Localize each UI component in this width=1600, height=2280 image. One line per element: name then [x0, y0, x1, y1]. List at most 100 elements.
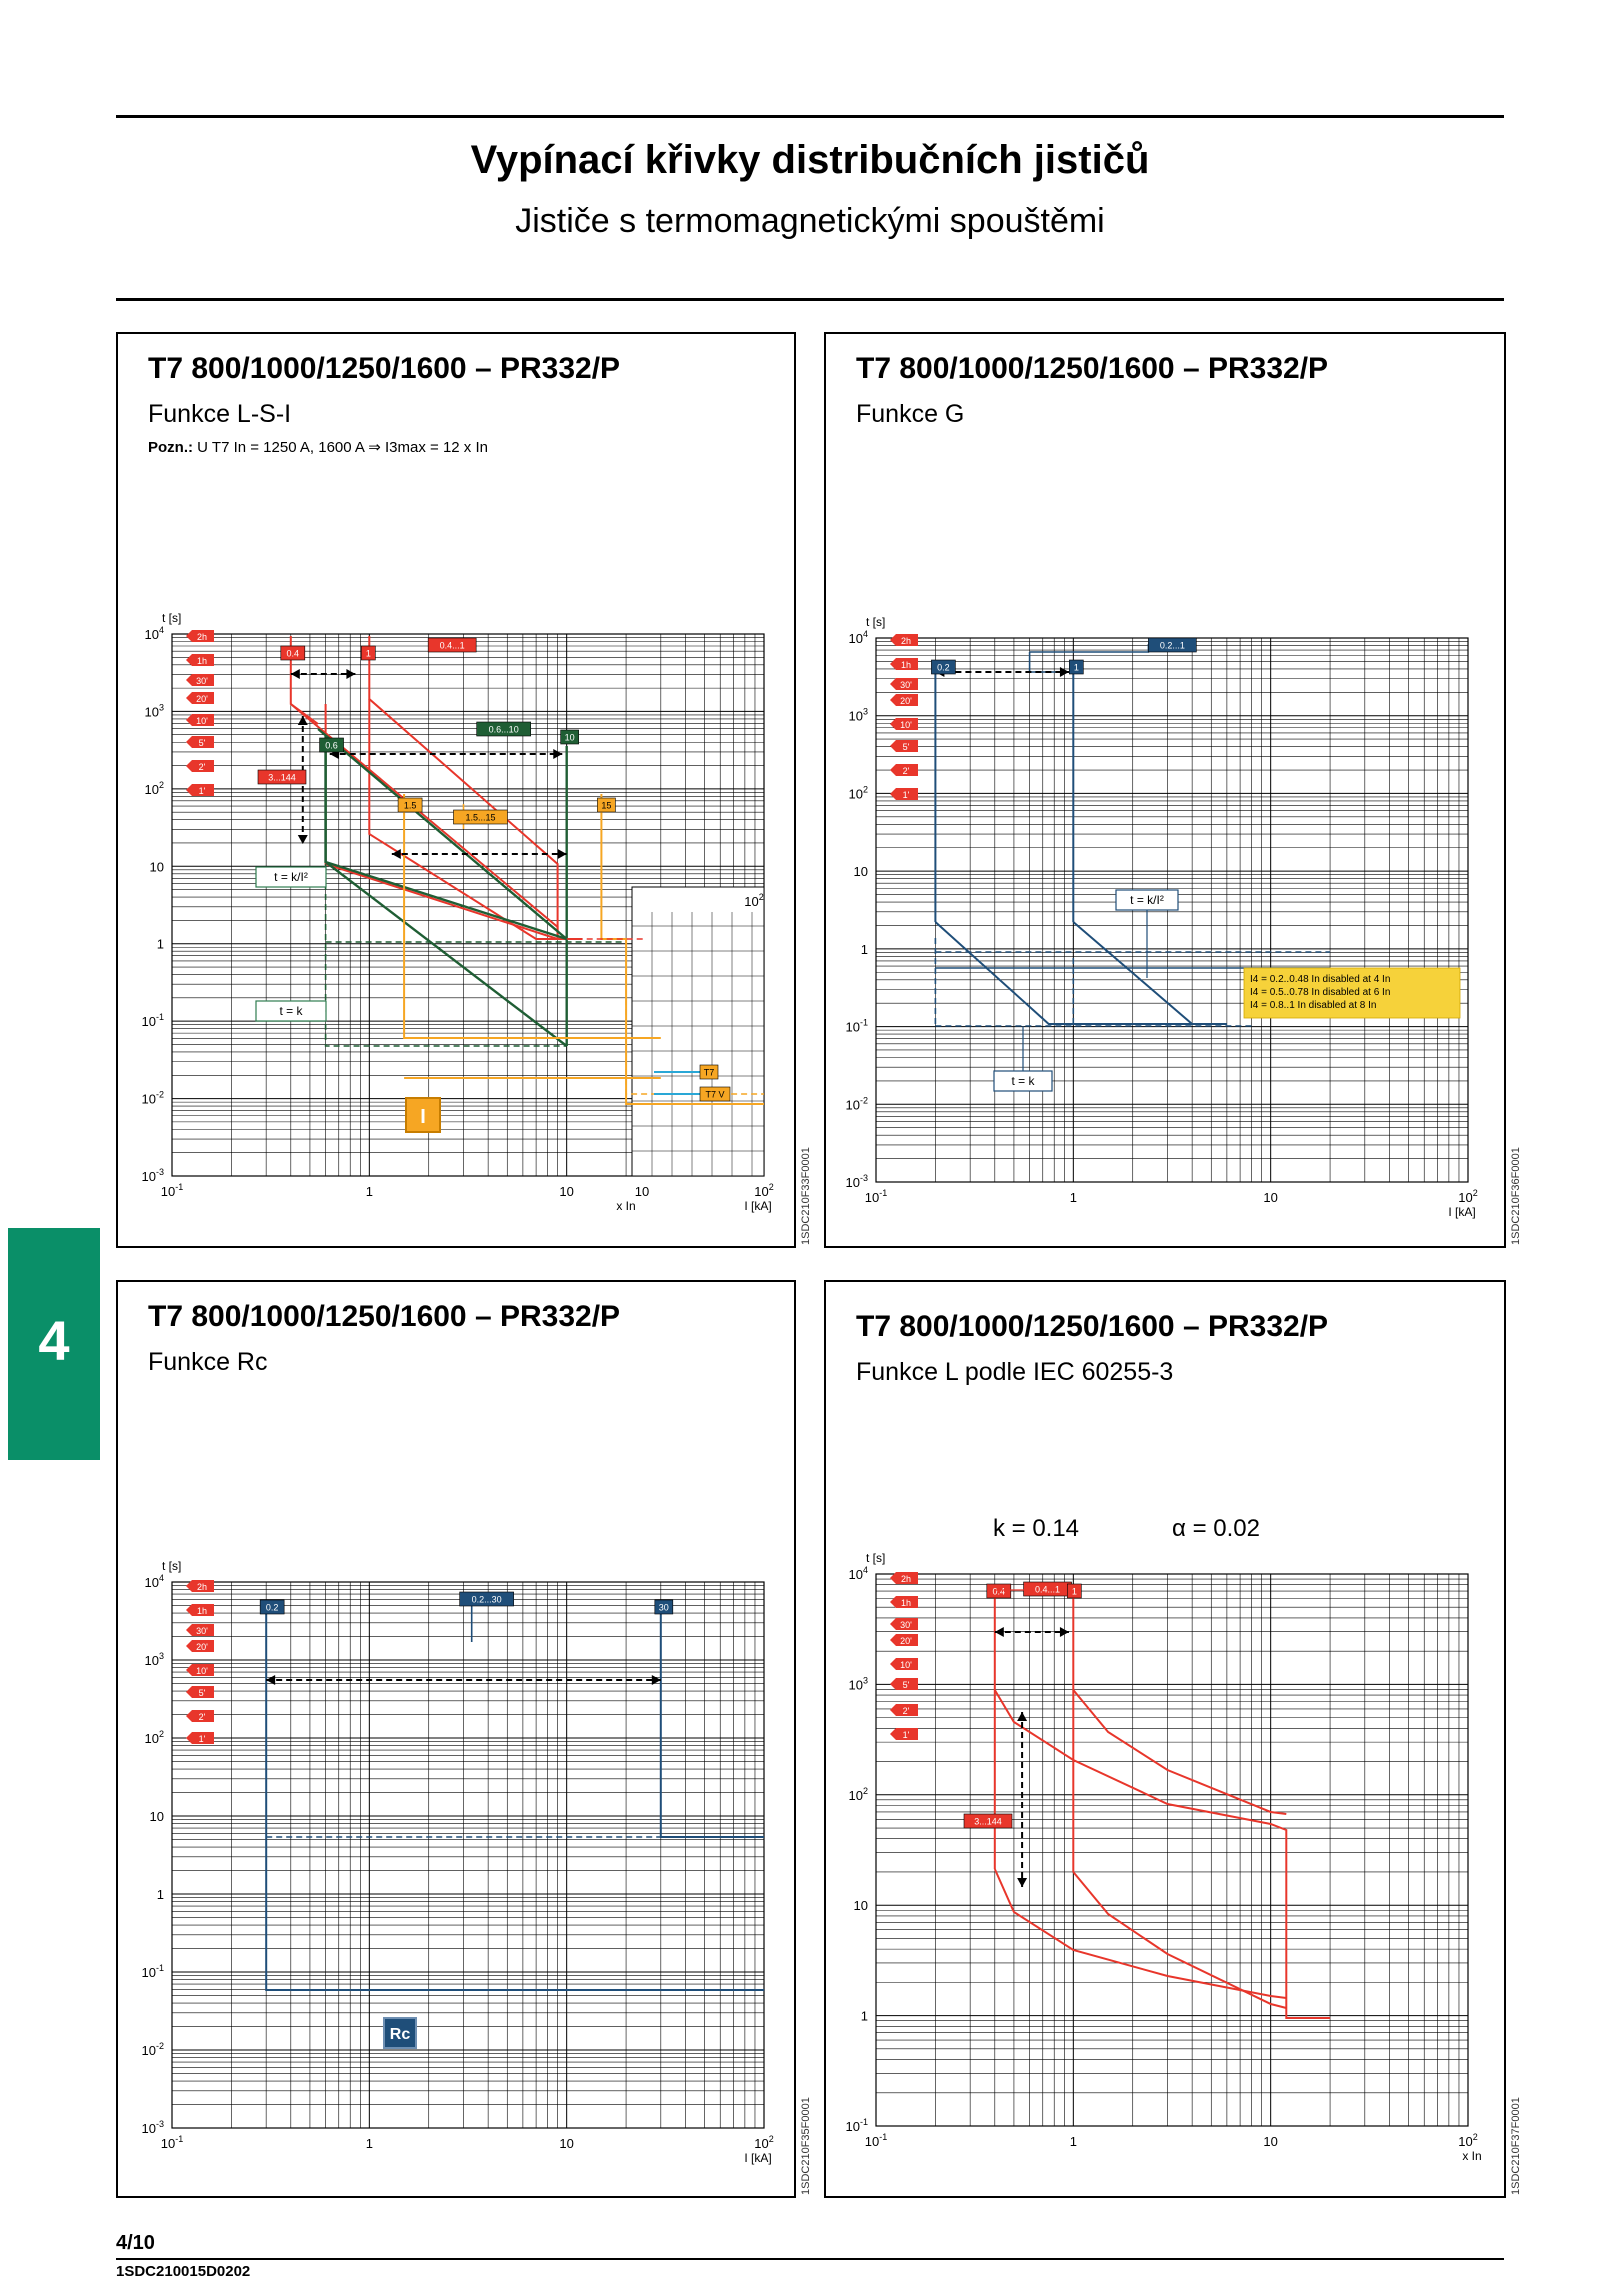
time-tag-flag [186, 1732, 214, 1744]
x-tick-label: 102 [1458, 2132, 1477, 2149]
y-tick-label: 1 [157, 1887, 164, 1902]
y-tick-label: 10-3 [846, 1173, 868, 1190]
formula-box: t = k/I² [1130, 893, 1164, 907]
time-tag-label: 2h [197, 1582, 207, 1592]
panel-subtitle: Funkce Rc [148, 1348, 268, 1376]
chart-panel-lsi: T7 800/1000/1250/1600 – PR332/P Funkce L… [116, 332, 796, 1248]
time-tag-label: 20' [900, 1636, 912, 1646]
t-range-arrow-head [1017, 1878, 1028, 1887]
chart-panel-g: T7 800/1000/1250/1600 – PR332/P Funkce G… [824, 332, 1506, 1248]
time-tag-flag [890, 1572, 918, 1584]
time-tag-label: 1h [197, 1606, 207, 1616]
l-min-curve-a [993, 1689, 1331, 2019]
x-tick-label: 10 [1263, 1190, 1277, 1205]
page-number: 4/10 [116, 2232, 155, 2254]
x-unit-label: I [kA] [744, 1199, 771, 1213]
l-max-curve-b [1072, 1871, 1287, 2009]
y-tick-label: 1 [861, 2009, 868, 2024]
setting-label-box [1067, 1583, 1082, 1599]
document-code: 1SDC210015D0202 [116, 2263, 251, 2280]
time-tag-flag [186, 1710, 214, 1722]
setting-label: 0.4 [287, 649, 300, 659]
y-tick-label: 102 [849, 784, 868, 801]
time-tag-label: 1' [199, 786, 206, 796]
setting-label: 10 [565, 733, 575, 743]
figure-code: 1SDC210F35F0001 [800, 2097, 812, 2195]
setting-label: 3...144 [268, 773, 296, 783]
time-tag-label: 2h [901, 636, 911, 646]
formula-box: t = k [279, 1004, 303, 1018]
l-min-curve-b [993, 1868, 1287, 1999]
y-tick-label: 103 [145, 1651, 164, 1668]
i-dashed [625, 939, 764, 1095]
y-tick-label: 10-2 [846, 1095, 868, 1112]
setting-label: 0.4 [993, 1587, 1006, 1597]
rc-max-curve [659, 1608, 764, 1838]
y-tick-label: 104 [145, 1573, 164, 1590]
setting-label: 1 [1072, 1587, 1077, 1597]
t-range-arrow-head [297, 835, 308, 844]
time-tag-flag [890, 1658, 918, 1670]
setting-label: 3...144 [974, 1817, 1002, 1827]
x-tick-label: 1 [1070, 2134, 1077, 2149]
disabled-note: I4 = 0.8..1 In disabled at 8 In [1250, 1000, 1376, 1011]
y-tick-label: 10 [150, 859, 164, 874]
inset-tick-label: 102 [744, 892, 763, 909]
setting-label-box [597, 797, 616, 813]
l-segment [290, 703, 319, 725]
time-tag-label: 5' [199, 1688, 206, 1698]
time-tag-flag [890, 694, 918, 706]
time-tag-label: 2' [199, 1712, 206, 1722]
time-tag-flag [186, 630, 214, 642]
setting-label-box [280, 645, 306, 661]
function-badge-label: Rc [390, 2026, 411, 2043]
x-tick-label: 10-1 [161, 2134, 183, 2151]
setting-label-box [453, 809, 508, 825]
limit-label: T7 V [705, 1090, 724, 1100]
x-tick-label: 10 [1263, 2134, 1277, 2149]
setting-label-box [459, 1591, 514, 1607]
rc-range-arrow-head [266, 1675, 276, 1685]
y-tick-label: 10-3 [142, 1167, 164, 1184]
rc-range-arrow-head [651, 1675, 661, 1685]
setting-label-box [257, 769, 307, 785]
x-tick-label: 1 [366, 1184, 373, 1199]
x-tick-label: 10 [559, 2136, 573, 2151]
time-tag-flag [186, 1580, 214, 1592]
time-tag-label: 10' [900, 1660, 912, 1670]
note-text: U T7 In = 1250 A, 1600 A ⇒ I3max = 12 x … [197, 439, 488, 456]
header-rule [116, 298, 1504, 301]
y-tick-label: 1 [861, 942, 868, 957]
time-tag-label: 20' [900, 696, 912, 706]
time-tag-label: 2' [199, 762, 206, 772]
time-tag-label: 5' [903, 1680, 910, 1690]
disabled-note: I4 = 0.5..0.78 In disabled at 6 In [1250, 987, 1390, 998]
s-range-arrow-head [553, 749, 563, 759]
setting-label: 1.5...15 [465, 813, 495, 823]
time-tag-label: 20' [196, 1642, 208, 1652]
top-rule [116, 115, 1504, 118]
y-tick-label: 102 [145, 1729, 164, 1746]
footer-rule [116, 2258, 1504, 2260]
setting-label: 15 [601, 801, 611, 811]
time-tag-flag [890, 1678, 918, 1690]
y-tick-label: 10 [854, 864, 868, 879]
time-tag-flag [186, 654, 214, 666]
time-tag-label: 2h [901, 1574, 911, 1584]
x-tick-label: 102 [754, 1182, 773, 1199]
x-tick-label: 10-1 [161, 1182, 183, 1199]
limit-label: T7 [704, 1068, 715, 1078]
x-tick-label: 10-1 [865, 1188, 887, 1205]
time-tag-flag [186, 714, 214, 726]
y-tick-label: 10 [854, 1898, 868, 1913]
setting-label-box [1148, 637, 1197, 653]
function-badge-label: I [420, 1106, 426, 1128]
time-tag-label: 1' [903, 790, 910, 800]
setting-label: 1 [366, 649, 371, 659]
setting-label-box [986, 1583, 1012, 1599]
y-tick-label: 104 [849, 1565, 868, 1582]
x-tick-label: 1 [1070, 1190, 1077, 1205]
y-tick-label: 10-2 [142, 2041, 164, 2058]
